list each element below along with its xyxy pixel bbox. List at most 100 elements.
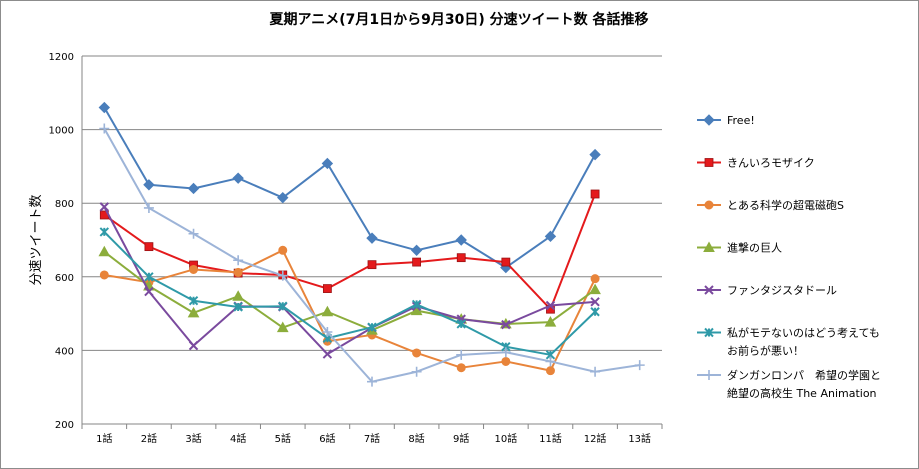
y-tick-label: 600 [55, 273, 74, 284]
series-line [103, 250, 596, 332]
x-tick-label: 4話 [230, 432, 246, 445]
series-2 [99, 189, 600, 314]
legend-marker [703, 241, 715, 252]
y-tick-label: 400 [55, 346, 74, 357]
y-tick-label: 1200 [49, 52, 74, 63]
data-point [367, 260, 377, 270]
data-point [322, 327, 333, 337]
x-tick-label: 1話 [96, 432, 112, 445]
x-tick-label: 8話 [408, 432, 424, 445]
legend-item: 進撃の巨人 [697, 241, 782, 255]
data-point [590, 307, 600, 317]
data-point [590, 189, 600, 199]
data-point [589, 283, 601, 295]
legend-marker [703, 114, 715, 126]
data-point [232, 290, 245, 301]
data-point [634, 360, 645, 371]
x-tick-label: 2話 [141, 432, 157, 445]
legend-label: ダンガンロンパ 希望の学園と [727, 368, 881, 382]
x-tick-label: 7話 [364, 432, 380, 445]
data-point [187, 182, 200, 195]
axes: 200 400 600 800 1000 1200 1話 2話 3話 4話 5話 6話 7話 8話 9話 10… [49, 52, 663, 445]
series-line [104, 249, 596, 372]
data-point [590, 274, 600, 284]
legend-label: ファンタジスタドール [727, 284, 837, 297]
data-point [501, 319, 511, 330]
y-axis-label: 分速ツイート数 [29, 194, 44, 285]
data-point [187, 306, 200, 318]
data-point [99, 123, 110, 134]
data-point [410, 244, 423, 257]
data-point [455, 234, 467, 246]
x-tick-label: 11話 [539, 432, 562, 445]
legend-item: とある科学の超電磁砲S [697, 198, 844, 212]
legend-label: お前らが悪い！ [727, 344, 804, 358]
data-point [544, 230, 557, 243]
data-point [278, 301, 288, 311]
data-point [143, 179, 155, 191]
series-line [103, 231, 596, 356]
data-point [188, 228, 199, 239]
legend-marker [704, 327, 714, 338]
data-point [412, 348, 422, 358]
data-point [456, 349, 467, 360]
data-point [589, 148, 601, 161]
legend-label: Free! [727, 114, 755, 127]
data-point [412, 257, 422, 267]
data-point [143, 202, 154, 213]
data-point [501, 356, 511, 366]
legend-marker [704, 158, 714, 167]
data-point [411, 366, 422, 377]
data-point [501, 257, 511, 267]
series-7 [99, 123, 645, 387]
data-point [144, 272, 154, 282]
data-point [544, 316, 557, 327]
y-tick-label: 200 [55, 420, 74, 431]
data-point [233, 302, 243, 312]
data-point [144, 286, 154, 297]
legend-label: きんいろモザイク [727, 157, 815, 170]
data-point [456, 319, 466, 329]
legend-item: きんいろモザイク [697, 157, 815, 170]
data-point [410, 304, 423, 316]
data-point [144, 242, 154, 252]
data-point [99, 270, 109, 280]
y-tick-label: 800 [55, 199, 74, 210]
x-tick-label: 6話 [319, 432, 335, 445]
legend-marker [704, 200, 714, 210]
data-point [233, 255, 244, 266]
legend-label: とある科学の超電磁砲S [727, 198, 844, 212]
legend-marker [704, 370, 714, 380]
data-point [189, 264, 199, 274]
data-point [366, 232, 378, 244]
series-line [103, 128, 640, 383]
data-point [99, 202, 110, 212]
y-tick-label: 1000 [49, 126, 74, 137]
data-point [590, 366, 601, 377]
data-point [590, 297, 600, 307]
data-point [99, 227, 110, 237]
data-point [500, 347, 511, 358]
legend-item: Free! [697, 114, 755, 127]
data-point [321, 305, 334, 317]
data-point [367, 376, 377, 387]
data-point [233, 267, 243, 277]
series-line [103, 107, 596, 269]
legend-item: ファンタジスタドール [697, 284, 837, 297]
data-point [545, 356, 556, 367]
data-point [545, 300, 556, 311]
data-point [367, 322, 377, 332]
series-group [98, 101, 645, 387]
x-tick-label: 12話 [584, 432, 607, 445]
legend-label: 絶望の高校生 The Animation [727, 386, 877, 400]
data-point [545, 366, 555, 376]
data-point [98, 101, 111, 114]
data-point [277, 270, 288, 281]
series-1 [98, 101, 601, 274]
data-point [411, 299, 422, 310]
